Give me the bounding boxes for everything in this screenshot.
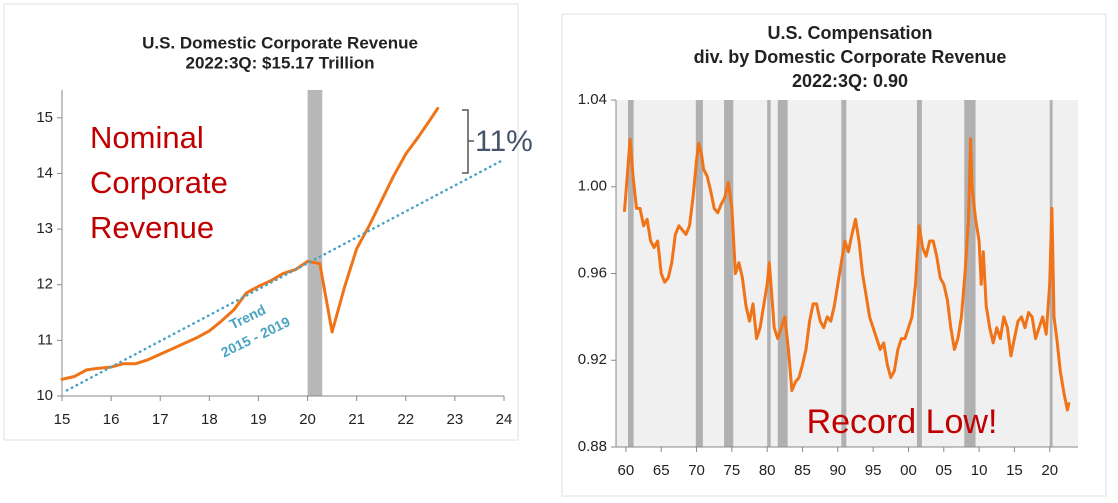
recession-band [724, 100, 734, 447]
chart-title: 2022:3Q: 0.90 [792, 71, 908, 91]
chart-title: U.S. Compensation [767, 23, 932, 43]
recession-band [628, 100, 634, 447]
y-tick-label: 1.00 [578, 178, 607, 195]
annotation: Revenue [90, 210, 214, 245]
y-tick-label: 10 [36, 387, 53, 404]
recession-band [964, 100, 976, 447]
recession-band [307, 90, 323, 396]
x-tick-label: 22 [397, 411, 414, 428]
y-tick-label: 14 [36, 164, 53, 181]
y-tick-label: 0.88 [578, 438, 607, 455]
x-tick-label: 16 [103, 411, 120, 428]
data-line [623, 137, 1071, 412]
annotation: 11% [475, 125, 533, 158]
recession-band [777, 100, 788, 447]
x-tick-label: 95 [865, 462, 882, 479]
x-tick-label: 60 [618, 462, 635, 479]
x-tick-label: 80 [759, 462, 776, 479]
x-tick-label: 15 [54, 411, 71, 428]
annotation: Corporate [90, 165, 228, 200]
chart-title: div. by Domestic Corporate Revenue [694, 47, 1007, 67]
y-tick-label: 1.04 [578, 91, 607, 108]
chart-title: U.S. Domestic Corporate Revenue [142, 33, 418, 52]
x-tick-label: 15 [1006, 462, 1023, 479]
panel [3, 3, 519, 441]
x-tick-label: 10 [971, 462, 988, 479]
trend-line [65, 158, 506, 392]
x-tick-label: 70 [688, 462, 705, 479]
x-tick-label: 18 [201, 411, 218, 428]
annotation: Nominal [90, 120, 204, 155]
x-tick-label: 17 [152, 411, 169, 428]
x-tick-label: 23 [447, 411, 464, 428]
x-tick-label: 65 [653, 462, 670, 479]
recession-band [695, 100, 703, 447]
recession-band [841, 100, 847, 447]
y-tick-label: 0.92 [578, 351, 607, 368]
x-tick-label: 90 [829, 462, 846, 479]
y-tick-label: 0.96 [578, 264, 607, 281]
y-tick-label: 11 [37, 331, 53, 348]
x-tick-label: 00 [900, 462, 917, 479]
recession-band [916, 100, 922, 447]
y-tick-label: 12 [36, 276, 53, 293]
data-line [60, 106, 440, 381]
x-tick-label: 21 [348, 411, 365, 428]
x-tick-label: 20 [1041, 462, 1058, 479]
annotation: Record Low! [807, 403, 998, 441]
chart-title: 2022:3Q: $15.17 Trillion [186, 53, 375, 72]
x-tick-label: 85 [794, 462, 811, 479]
y-tick-label: 13 [36, 220, 53, 237]
x-tick-label: 20 [299, 411, 316, 428]
x-tick-label: 75 [724, 462, 741, 479]
y-tick-label: 15 [36, 109, 53, 126]
x-tick-label: 05 [935, 462, 952, 479]
x-tick-label: 19 [250, 411, 267, 428]
bracket [462, 109, 474, 174]
plot-area [616, 100, 1078, 447]
x-tick-label: 24 [496, 411, 513, 428]
